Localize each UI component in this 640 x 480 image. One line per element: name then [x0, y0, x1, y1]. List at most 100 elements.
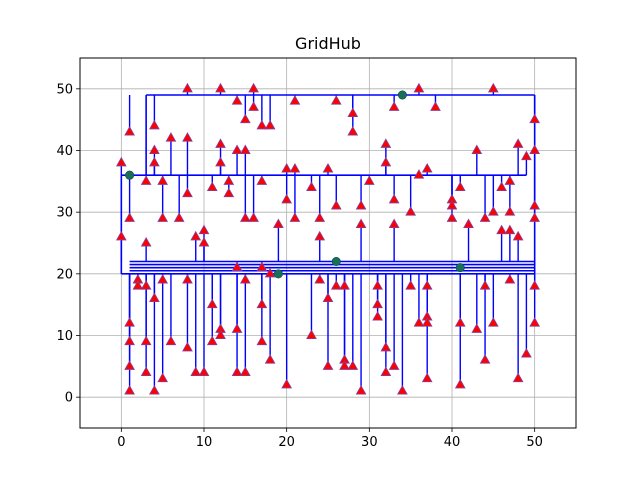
- terminal-marker: [231, 366, 243, 377]
- terminal-marker: [446, 199, 458, 210]
- terminal-marker: [471, 323, 483, 333]
- x-tick-label: 0: [117, 435, 125, 450]
- y-axis: 0 10 20 30 40 50: [56, 82, 80, 406]
- terminal-marker: [347, 360, 359, 370]
- terminal-marker: [512, 230, 524, 241]
- terminal-marker: [289, 95, 301, 105]
- terminal-marker: [413, 317, 425, 327]
- terminal-marker: [157, 212, 169, 222]
- terminal-marker: [140, 366, 152, 377]
- hub-markers: [125, 90, 465, 279]
- terminal-marker: [223, 187, 235, 198]
- terminal-marker: [239, 212, 251, 222]
- terminal-marker: [215, 329, 226, 340]
- terminal-marker: [529, 317, 541, 327]
- terminal-marker: [157, 273, 169, 284]
- y-tick-label: 10: [56, 329, 73, 344]
- terminal-marker: [405, 280, 417, 290]
- terminal-marker: [248, 212, 259, 222]
- terminal-marker: [454, 317, 466, 327]
- x-tick-label: 20: [278, 435, 295, 450]
- terminal-marker: [479, 212, 491, 222]
- terminal-marker: [355, 218, 367, 229]
- terminal-marker: [157, 372, 169, 383]
- terminal-marker: [388, 101, 400, 111]
- terminal-marker: [330, 199, 342, 210]
- terminal-marker: [149, 144, 160, 155]
- terminal-marker: [215, 156, 226, 167]
- plot-frame: [79, 57, 577, 429]
- terminal-marker: [273, 218, 284, 229]
- terminal-marker: [479, 280, 491, 290]
- terminal-marker: [479, 354, 491, 364]
- plot-area: [79, 57, 577, 429]
- terminal-marker: [289, 212, 301, 222]
- terminal-marker: [149, 119, 160, 130]
- terminal-marker: [281, 378, 293, 389]
- terminal-marker: [504, 273, 516, 284]
- terminal-marker: [388, 218, 400, 229]
- y-tick-label: 30: [56, 206, 73, 221]
- terminal-marker: [231, 261, 243, 272]
- terminal-marker: [306, 329, 317, 340]
- terminal-marker: [198, 236, 210, 247]
- terminal-marker: [157, 175, 169, 185]
- terminal-marker: [380, 156, 392, 167]
- terminal-marker: [165, 132, 177, 142]
- terminal-marker: [206, 335, 218, 346]
- terminal-marker: [231, 144, 243, 155]
- terminal-marker: [124, 212, 135, 222]
- terminal-marker: [165, 335, 177, 346]
- terminal-marker: [454, 181, 466, 192]
- terminal-marker: [198, 224, 210, 235]
- x-tick-label: 50: [526, 435, 543, 450]
- terminal-marker: [190, 230, 202, 241]
- terminal-marker: [529, 280, 541, 290]
- terminal-marker: [149, 156, 160, 167]
- terminal-marker: [512, 138, 524, 148]
- terminal-marker: [504, 206, 516, 216]
- terminal-marker: [248, 101, 259, 111]
- terminal-marker: [256, 175, 268, 185]
- terminal-marker: [421, 162, 433, 173]
- terminal-marker: [239, 113, 251, 124]
- terminal-marker: [504, 224, 516, 235]
- terminal-marker: [487, 317, 499, 327]
- terminal-marker: [281, 162, 293, 173]
- terminal-marker: [529, 113, 541, 124]
- terminal-marker: [322, 162, 334, 173]
- terminal-marker: [521, 150, 532, 161]
- terminal-marker: [487, 82, 499, 93]
- terminal-marker: [339, 360, 350, 370]
- terminal-marker: [314, 230, 326, 241]
- terminal-marker: [223, 175, 235, 185]
- x-axis: 0 10 20 30 40 50: [117, 428, 543, 450]
- terminal-marker: [521, 347, 532, 358]
- terminal-marker: [446, 212, 458, 222]
- terminal-marker: [182, 341, 193, 352]
- terminal-marker: [363, 175, 375, 185]
- x-tick-label: 30: [361, 435, 378, 450]
- terminal-marker: [264, 267, 276, 278]
- terminal-marker: [529, 199, 541, 210]
- terminal-marker: [512, 372, 524, 383]
- terminal-marker: [372, 280, 383, 290]
- terminal-marker: [124, 317, 135, 327]
- terminal-marker: [190, 366, 202, 377]
- terminal-marker: [215, 138, 226, 148]
- terminal-marker: [140, 175, 152, 185]
- terminal-marker: [372, 310, 383, 321]
- hub-marker: [273, 269, 283, 279]
- terminal-marker: [405, 206, 417, 216]
- terminal-marker: [198, 366, 210, 377]
- terminal-marker: [256, 335, 268, 346]
- terminal-marker: [413, 82, 425, 93]
- terminal-marker: [264, 119, 276, 130]
- hub-marker: [331, 256, 341, 266]
- terminal-marker: [140, 335, 152, 346]
- terminal-marker: [529, 144, 541, 155]
- terminal-marker: [124, 384, 135, 395]
- terminal-marker: [239, 144, 251, 155]
- terminal-marker: [115, 230, 127, 241]
- terminal-marker: [463, 218, 474, 229]
